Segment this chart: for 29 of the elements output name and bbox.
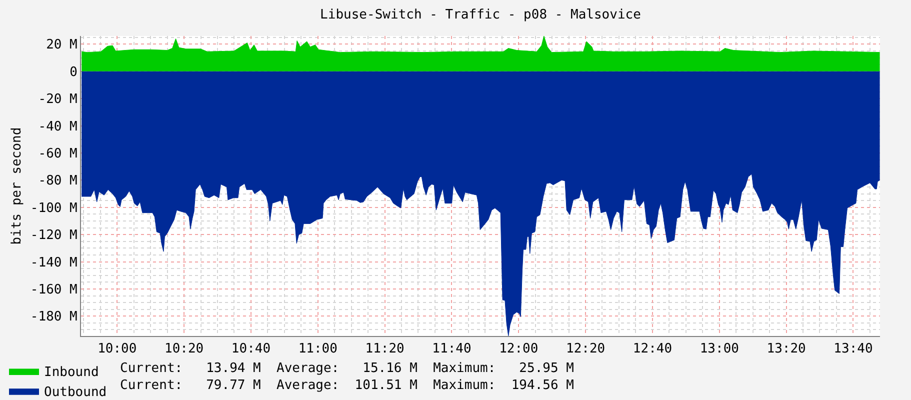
- x-tick-label: 12:40: [632, 342, 672, 357]
- x-tick-label: 11:40: [432, 342, 472, 357]
- y-tick-label: 20 M: [46, 38, 78, 53]
- y-tick-label: -80 M: [38, 174, 78, 189]
- x-tick-label: 13:20: [766, 342, 806, 357]
- x-tick-label: 12:20: [566, 342, 606, 357]
- y-tick-label: -140 M: [30, 255, 78, 270]
- x-tick-label: 10:00: [98, 342, 137, 357]
- x-tick-label: 12:00: [499, 342, 538, 357]
- y-tick-label: -100 M: [30, 200, 78, 216]
- y-tick-label: 0: [70, 64, 78, 80]
- x-tick-label: 13:40: [834, 342, 873, 357]
- text: Current: 79.77 M Average: 101.51 M Maximum: 194.56 M: [120, 378, 574, 393]
- text: Current: 13.94 M Average: 15.16 M Maximum: 25.95 M: [120, 361, 574, 376]
- x-tick-label: 13:00: [700, 342, 739, 357]
- y-tick-label: -40 M: [38, 119, 78, 134]
- y-tick-label: -180 M: [30, 310, 78, 325]
- y-tick-label: -160 M: [30, 282, 78, 298]
- y-tick-label: -60 M: [38, 146, 78, 162]
- chart-title: Libuse-Switch - Traffic - p08 - Malsovice: [320, 8, 642, 23]
- x-tick-label: 11:00: [298, 342, 338, 357]
- legend-label: Outbound: [44, 384, 107, 400]
- legend-label: Inbound: [44, 365, 99, 380]
- x-tick-label: 10:20: [164, 342, 204, 357]
- x-tick-label: 11:20: [365, 342, 404, 357]
- y-tick-label: -120 M: [30, 228, 78, 244]
- y-tick-label: -20 M: [38, 92, 78, 108]
- x-tick-label: 10:40: [231, 342, 271, 357]
- y-axis-title: bits per second: [9, 127, 24, 245]
